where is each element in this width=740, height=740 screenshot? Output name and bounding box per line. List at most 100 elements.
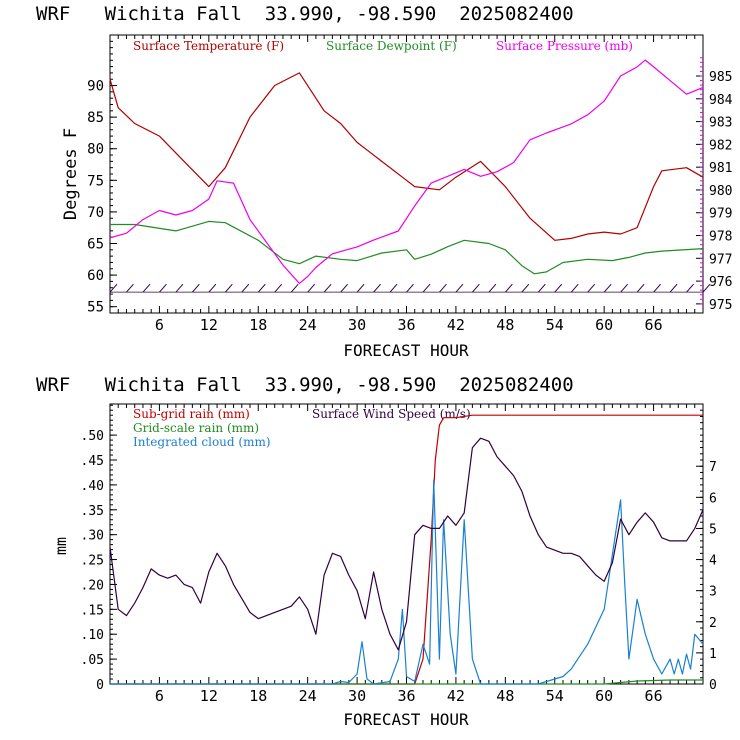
x-axis-label-2: FORECAST HOUR (343, 710, 469, 729)
x-ticks-1: 6 12 18 24 30 36 42 48 54 60 66 (117, 35, 696, 334)
wind-barb (109, 283, 118, 293)
x-tick-label: 66 (645, 687, 663, 705)
wind-barb (521, 283, 530, 293)
y-axis-label-mm: mm (52, 537, 70, 555)
x-tick-label: 60 (595, 316, 613, 334)
wind-barb (323, 283, 332, 293)
right-ticks-1: 975 976 977 978 979 980 981 982 983 984 985 (696, 57, 733, 313)
wind-barb (554, 283, 563, 293)
wind-barb (422, 283, 431, 293)
left-tick-label: .30 (81, 529, 104, 544)
x-tick-label: 6 (155, 687, 164, 705)
legend-dewpoint: Surface Dewpoint (F) (326, 39, 457, 53)
left-ticks-2: 0 .05 .10 .15 .20 .25 .30 .35 .40 .45 .50 (81, 404, 117, 693)
panel-2: WRF Wichita Fall 33.990, -98.590 2025082… (36, 374, 717, 729)
series-line-surface-wind-speed-m-s (109, 437, 704, 651)
left-tick-label: 80 (87, 142, 104, 158)
panel-1-header: WRF Wichita Fall 33.990, -98.590 2025082… (36, 3, 574, 25)
right-tick-label: 976 (709, 275, 732, 290)
wind-barb (603, 283, 612, 293)
x-tick-label: 42 (447, 687, 465, 705)
x-tick-label: 12 (200, 316, 218, 334)
left-tick-label: 55 (87, 300, 104, 316)
wind-barb (290, 283, 299, 293)
left-tick-label: .45 (81, 454, 104, 469)
wind-barb (356, 283, 365, 293)
wind-barb (307, 283, 316, 293)
y-axis-label-degrees: Degrees F (61, 128, 81, 220)
wind-barb (208, 283, 217, 293)
left-tick-label: 75 (87, 173, 104, 189)
series-1 (109, 59, 711, 293)
left-tick-label: 60 (87, 268, 104, 284)
series-line-integrated-cloud-mm (110, 479, 704, 685)
legend-grid-rain: Grid-scale rain (mm) (133, 421, 259, 435)
x-tick-label: 48 (496, 687, 514, 705)
right-tick-label: 978 (709, 230, 732, 245)
panel-2-header: WRF Wichita Fall 33.990, -98.590 2025082… (36, 374, 574, 396)
x-tick-label: 36 (397, 687, 415, 705)
wind-barb (702, 283, 711, 293)
wind-barb (488, 283, 497, 293)
right-tick-label: 2 (709, 616, 717, 631)
left-tick-label: 90 (87, 79, 104, 95)
wind-barb (504, 283, 513, 293)
wind-barb (340, 283, 348, 293)
legend-cloud: Integrated cloud (mm) (133, 435, 271, 449)
panel-1-frame (109, 34, 704, 314)
x-tick-label: 54 (546, 316, 564, 334)
left-tick-label: 70 (87, 205, 104, 221)
series-line-surface-temperature-f (109, 72, 704, 241)
series-line-surface-pressure-mb (109, 59, 704, 284)
x-tick-label: 12 (200, 687, 218, 705)
left-tick-label: .20 (81, 578, 104, 593)
wind-barb (224, 283, 233, 293)
legend-temperature: Surface Temperature (F) (133, 39, 284, 53)
wind-barb (620, 283, 629, 293)
right-tick-label: 977 (709, 252, 732, 267)
wind-barb (191, 283, 200, 293)
wind-barb (653, 283, 661, 293)
x-tick-label: 24 (299, 316, 317, 334)
wind-barb (274, 283, 283, 293)
right-tick-label: 6 (709, 491, 717, 506)
x-tick-label: 36 (397, 316, 415, 334)
x-ticks-2: 6 12 18 24 30 36 42 48 54 60 66 (117, 404, 696, 705)
legend-subgrid-rain: Sub-grid rain (mm) (133, 407, 250, 421)
left-tick-label: .35 (81, 504, 104, 519)
left-tick-label: 65 (87, 237, 104, 253)
x-tick-label: 6 (155, 316, 164, 334)
wind-barb (241, 283, 250, 293)
legend-pressure: Surface Pressure (mb) (496, 39, 633, 53)
wind-barb (472, 283, 480, 293)
right-tick-label: 984 (709, 93, 733, 108)
wind-barb (636, 283, 645, 293)
right-tick-label: 4 (709, 554, 717, 569)
wind-barb (159, 283, 167, 293)
wind-barb (126, 283, 134, 293)
x-tick-label: 24 (299, 687, 317, 705)
right-ticks-2: 0 1 2 3 4 5 6 7 (696, 409, 717, 693)
right-tick-label: 975 (709, 298, 732, 313)
x-tick-label: 48 (496, 316, 514, 334)
wind-barb (570, 283, 579, 293)
wind-barb (455, 283, 464, 293)
series-line-sub-grid-rain-mm (110, 414, 703, 685)
x-tick-label: 18 (249, 687, 267, 705)
right-tick-label: 985 (709, 70, 732, 85)
series-line-surface-dewpoint-f (110, 220, 704, 275)
right-tick-label: 0 (709, 678, 717, 693)
series-2 (109, 414, 704, 685)
x-tick-label: 42 (447, 316, 465, 334)
left-tick-label: .10 (81, 628, 104, 643)
x-tick-label: 30 (348, 316, 366, 334)
right-tick-label: 1 (709, 647, 717, 662)
right-tick-label: 983 (709, 116, 732, 131)
right-tick-label: 7 (709, 460, 717, 475)
wind-barb (373, 283, 381, 293)
x-tick-label: 54 (546, 687, 564, 705)
right-tick-label: 982 (709, 138, 732, 153)
x-tick-label: 66 (645, 316, 663, 334)
left-ticks-1: 55 60 65 70 75 80 85 90 (87, 34, 117, 316)
